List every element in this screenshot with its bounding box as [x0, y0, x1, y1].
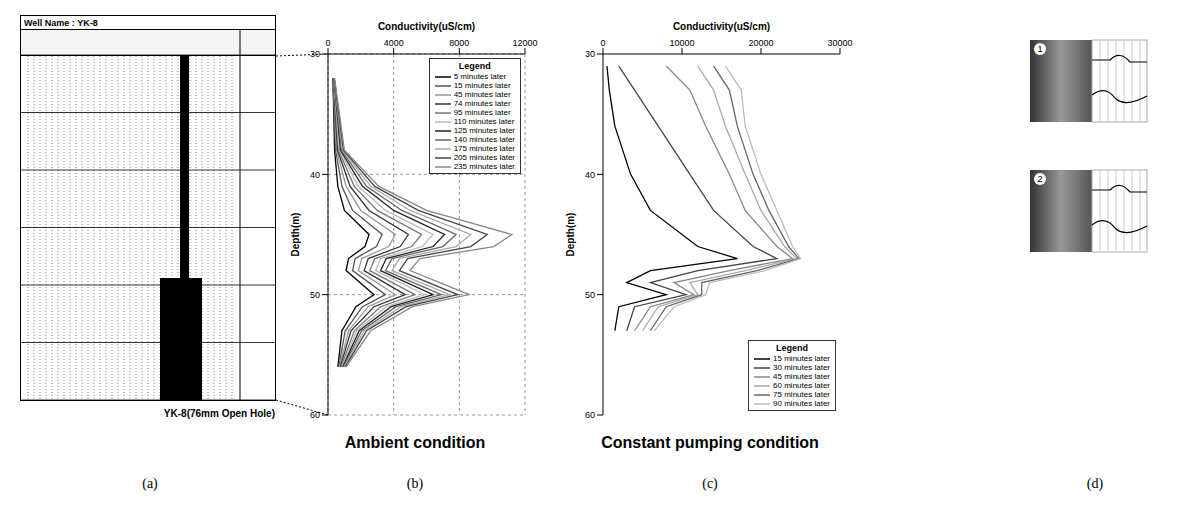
svg-text:Conductivity(uS/cm): Conductivity(uS/cm) [673, 21, 770, 32]
svg-text:Depth(m): Depth(m) [565, 213, 576, 257]
svg-text:60: 60 [585, 410, 595, 420]
svg-text:40: 40 [585, 170, 595, 180]
html-text:15 minutes later: 15 minutes later [773, 354, 830, 363]
svg-text:12000: 12000 [512, 38, 537, 48]
svg-text:10000: 10000 [669, 38, 694, 48]
html-text:Legend: Legend [776, 343, 808, 353]
html-text:74 minutes later: 74 minutes later [453, 99, 511, 108]
html-text:45 minutes later: 45 minutes later [453, 90, 511, 99]
html-text:60 minutes later: 60 minutes later [773, 381, 830, 390]
svg-text:0: 0 [600, 38, 605, 48]
html-text:125 minutes later: 125 minutes later [453, 126, 515, 135]
html-text:140 minutes later: 140 minutes later [453, 135, 515, 144]
html-text:Constant pumping condition: Constant pumping condition [601, 434, 819, 451]
svg-text:YK-8(76mm Open Hole): YK-8(76mm Open Hole) [164, 408, 275, 419]
svg-text:8000: 8000 [449, 38, 469, 48]
html-text:205 minutes later: 205 minutes later [453, 153, 515, 162]
html-text:5 minutes later: 5 minutes later [453, 72, 507, 81]
svg-text:60: 60 [310, 410, 320, 420]
html-text:30 minutes later: 30 minutes later [773, 363, 830, 372]
html-text:75 minutes later: 75 minutes later [773, 390, 830, 399]
svg-text:Conductivity(uS/cm): Conductivity(uS/cm) [378, 21, 475, 32]
html-text:235 minutes later: 235 minutes later [453, 162, 515, 171]
html-text:Ambient condition: Ambient condition [344, 434, 486, 451]
html-text:(a): (a) [142, 476, 158, 491]
html-text:45 minutes later: 45 minutes later [773, 372, 830, 381]
html-text:175 minutes later: 175 minutes later [453, 144, 515, 153]
svg-text:40: 40 [310, 170, 320, 180]
html-text:15 minutes later: 15 minutes later [453, 81, 511, 90]
html-text:90 minutes later: 90 minutes later [773, 399, 830, 408]
html-text:(b): (b) [406, 476, 424, 491]
svg-text:30: 30 [310, 49, 320, 59]
svg-text:0: 0 [325, 38, 330, 48]
html-text:Legend: Legend [458, 61, 491, 71]
html-text:95 minutes later: 95 minutes later [453, 108, 511, 117]
svg-text:50: 50 [310, 290, 320, 300]
svg-text:50: 50 [585, 290, 595, 300]
svg-text:2: 2 [1037, 174, 1042, 184]
svg-text:4000: 4000 [384, 38, 404, 48]
svg-text:Depth(m): Depth(m) [290, 213, 301, 257]
svg-text:Well Name : YK-8: Well Name : YK-8 [24, 18, 98, 28]
html-text:(c): (c) [702, 476, 718, 491]
svg-text:30000: 30000 [827, 38, 852, 48]
svg-text:20000: 20000 [748, 38, 773, 48]
svg-text:30: 30 [585, 49, 595, 59]
html-text:110 minutes later: 110 minutes later [453, 117, 515, 126]
svg-text:1: 1 [1037, 44, 1042, 54]
html-text:(d): (d) [1086, 476, 1104, 491]
